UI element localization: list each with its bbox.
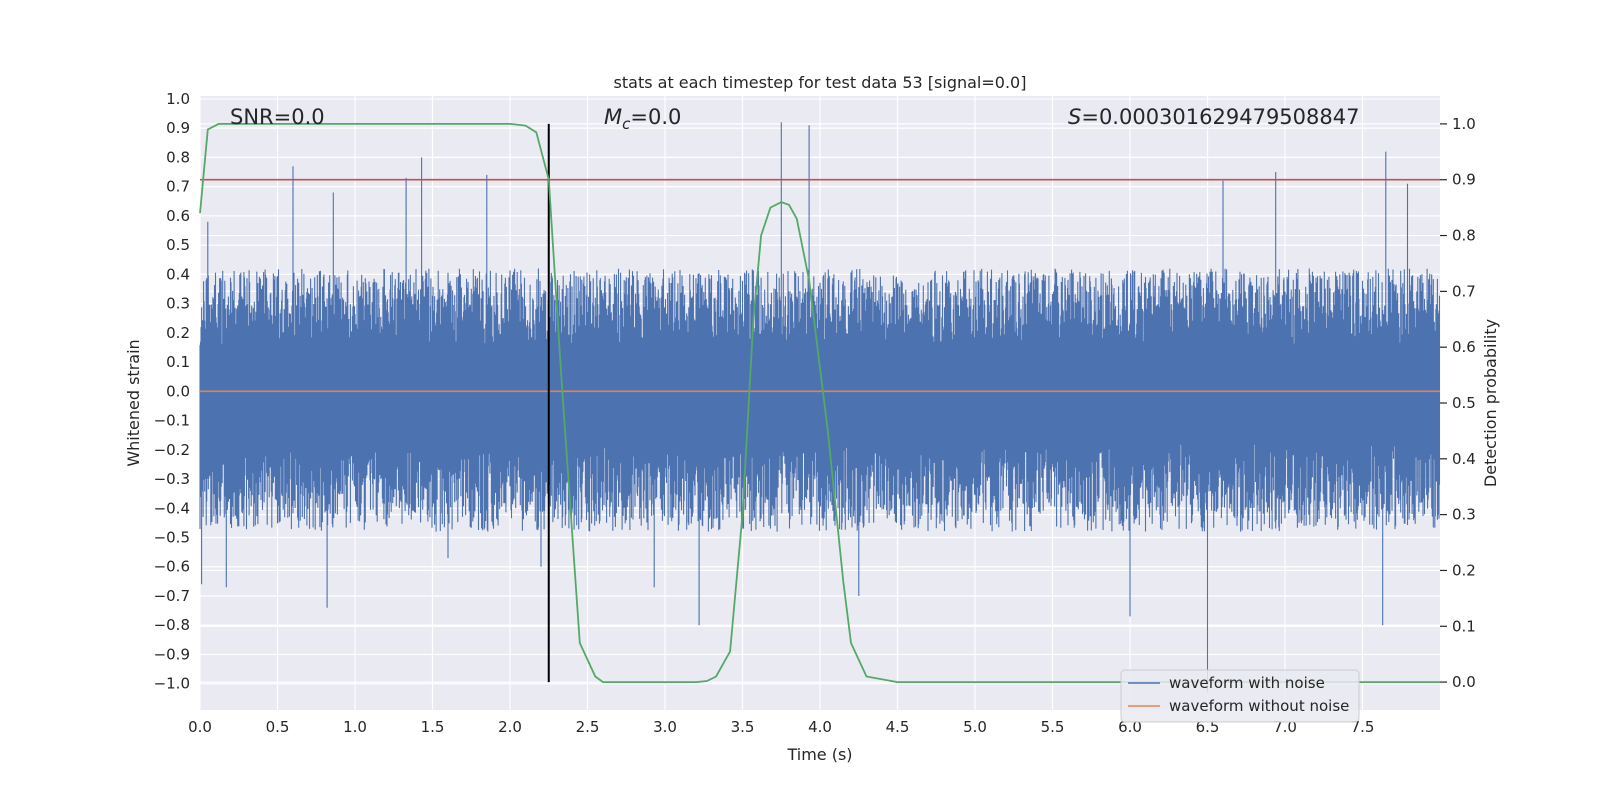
y-left-tick-label: 0.0 [166, 382, 190, 400]
y-right-tick-label: 0.1 [1452, 617, 1476, 635]
y-left-tick-label: 1.0 [166, 90, 190, 108]
y-right-tick-label: 0.3 [1452, 506, 1476, 524]
y-right-tick-label: 0.6 [1452, 338, 1476, 356]
statistic-annotation: S=0.000301629479508847 [1068, 105, 1359, 129]
y-left-tick-label: 0.9 [166, 119, 190, 137]
x-tick-label: 2.0 [498, 718, 522, 736]
y-right-tick-label: 0.5 [1452, 394, 1476, 412]
y-left-tick-label: 0.4 [166, 265, 190, 283]
y-left-tick-label: 0.7 [166, 178, 190, 196]
statistic-symbol: S [1068, 105, 1081, 129]
waveform-with-noise-series [199, 122, 1441, 693]
chirp-mass-annotation: Mc=0.0 [604, 105, 681, 133]
x-tick-label: 7.5 [1351, 718, 1375, 736]
y-left-tick-label: 0.5 [166, 236, 190, 254]
y-left-tick-label: −0.6 [154, 558, 190, 576]
x-tick-label: 4.5 [886, 718, 910, 736]
y-left-axis-label: Whitened strain [124, 339, 143, 466]
x-tick-label: 5.0 [963, 718, 987, 736]
y-right-tick-label: 0.4 [1452, 450, 1476, 468]
y-left-tick-label: 0.6 [166, 207, 190, 225]
chart-title: stats at each timestep for test data 53 … [614, 73, 1027, 92]
y-right-axis-ticks: 1.0 0.9 0.8 0.7 0.6 0.5 0.4 0.3 0.2 0.1 0.0 [1440, 115, 1476, 691]
y-right-tick-label: 0.8 [1452, 227, 1476, 245]
y-left-tick-label: 0.3 [166, 295, 190, 313]
y-left-axis-ticks: 1.0 0.9 0.8 0.7 0.6 0.5 0.4 0.3 0.2 0.1 0.0 −0.1 −0.… [154, 90, 190, 693]
y-left-tick-label: −0.3 [154, 470, 190, 488]
chirp-mass-symbol: M [604, 105, 622, 129]
x-tick-label: 5.5 [1041, 718, 1065, 736]
statistic-value: =0.000301629479508847 [1081, 105, 1359, 129]
y-right-tick-label: 0.2 [1452, 561, 1476, 579]
overlay-lines [199, 123, 1440, 683]
y-left-tick-label: −0.4 [154, 499, 190, 517]
legend-label-noise: waveform with noise [1169, 674, 1325, 692]
x-tick-label: 2.5 [576, 718, 600, 736]
y-left-tick-label: −0.1 [154, 412, 190, 430]
y-right-tick-label: 0.9 [1452, 171, 1476, 189]
y-right-tick-label: 1.0 [1452, 115, 1476, 133]
y-right-tick-label: 0.0 [1452, 673, 1476, 691]
x-tick-label: 3.5 [731, 718, 755, 736]
x-tick-label: 0.0 [188, 718, 212, 736]
x-tick-label: 4.0 [808, 718, 832, 736]
legend-label-clean: waveform without noise [1169, 697, 1349, 715]
y-left-tick-label: 0.8 [166, 148, 190, 166]
x-axis-label: Time (s) [786, 745, 852, 764]
y-left-tick-label: −0.8 [154, 616, 190, 634]
x-tick-label: 0.5 [266, 718, 290, 736]
x-tick-label: 1.5 [421, 718, 445, 736]
y-left-tick-label: −1.0 [154, 675, 190, 693]
x-tick-label: 3.0 [653, 718, 677, 736]
y-left-tick-label: 0.1 [166, 353, 190, 371]
y-left-tick-label: −0.2 [154, 441, 190, 459]
chirp-mass-value: =0.0 [630, 105, 681, 129]
chirp-mass-subscript: c [622, 115, 631, 133]
snr-annotation: SNR=0.0 [230, 105, 325, 129]
y-left-tick-label: −0.7 [154, 587, 190, 605]
detection-probability-line [199, 123, 1440, 683]
y-right-axis-label: Detection probability [1481, 319, 1500, 487]
x-tick-label: 1.0 [343, 718, 367, 736]
waveform-with-noise-band [200, 370, 1440, 427]
y-left-tick-label: −0.9 [154, 645, 190, 663]
y-right-tick-label: 0.7 [1452, 282, 1476, 300]
y-left-tick-label: 0.2 [166, 324, 190, 342]
legend: waveform with noise waveform without noi… [1120, 669, 1360, 723]
legend-box [1120, 669, 1360, 723]
y-left-tick-label: −0.5 [154, 528, 190, 546]
